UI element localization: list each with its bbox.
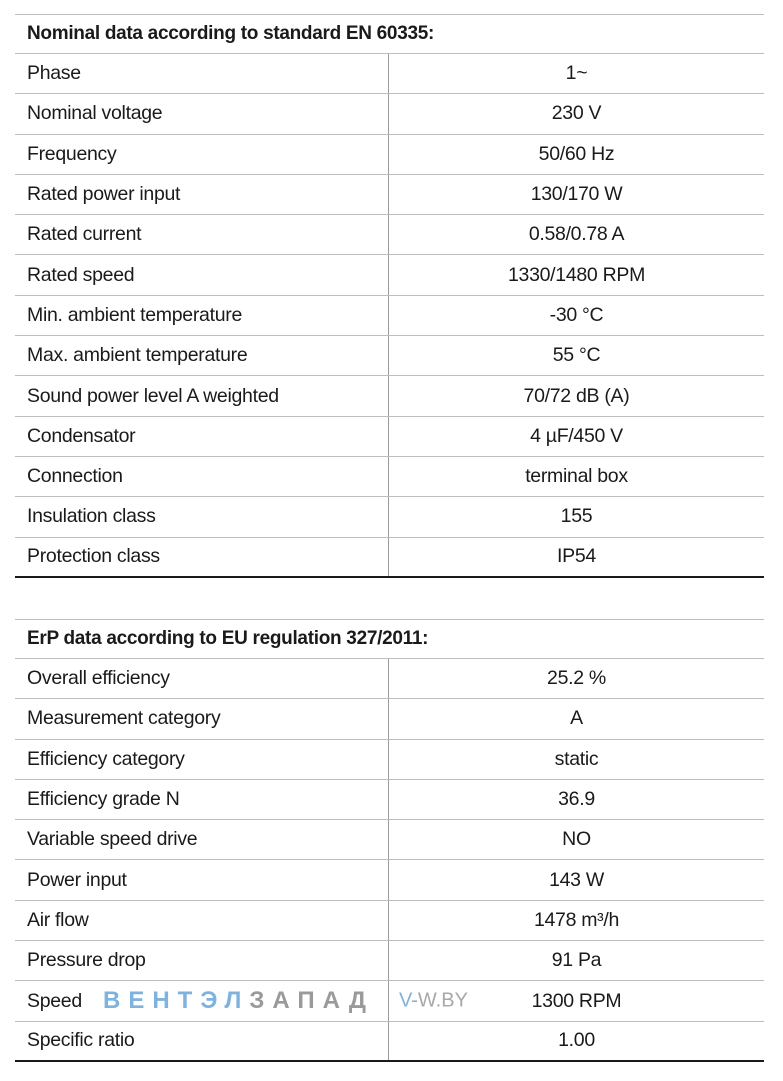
row-label: Overall efficiency	[15, 659, 389, 699]
row-label: Variable speed drive	[15, 820, 389, 860]
nominal-data-title: Nominal data according to standard EN 60…	[15, 14, 764, 54]
row-label: Insulation class	[15, 497, 389, 537]
row-value-cell: V-W.BY 1300 RPM	[389, 981, 764, 1020]
table-row: Air flow 1478 m³/h	[15, 900, 764, 942]
row-label: Nominal voltage	[15, 94, 389, 134]
row-value: 1~	[565, 62, 588, 85]
watermark-brand-part1: ВЕНТЭЛ	[103, 987, 250, 1015]
watermark-brand-part2: ЗАПАД	[249, 987, 374, 1015]
row-value: 1478 m³/h	[533, 908, 620, 931]
row-value: 36.9	[558, 788, 595, 811]
row-label: Rated speed	[15, 255, 389, 295]
row-label: Speed	[27, 989, 82, 1012]
row-label: Frequency	[15, 134, 389, 174]
row-value: 130/170 W	[530, 183, 623, 206]
row-value: 0.58/0.78 A	[528, 223, 625, 246]
table-row: Speed ВЕНТЭЛЗАПАД V-W.BY 1300 RPM	[15, 981, 764, 1022]
row-value: A	[570, 707, 583, 730]
row-value: NO	[562, 828, 591, 851]
row-label: Protection class	[15, 537, 389, 576]
table-row: Pressure drop 91 Pa	[15, 941, 764, 982]
row-value: 50/60 Hz	[538, 142, 615, 165]
table-row: Min. ambient temperature -30 °C	[15, 295, 764, 337]
row-label: Condensator	[15, 416, 389, 456]
row-label: Phase	[15, 54, 389, 94]
row-label: Max. ambient temperature	[15, 336, 389, 376]
row-value: 143 W	[549, 868, 604, 891]
table-row: Efficiency grade N 36.9	[15, 779, 764, 821]
watermark-site: V-W.BY	[399, 990, 468, 1013]
table-row: Overall efficiency 25.2 %	[15, 659, 764, 700]
table-row: Rated power input 130/170 W	[15, 174, 764, 216]
erp-data-table: ErP data according to EU regulation 327/…	[15, 619, 764, 1062]
table-row: Insulation class 155	[15, 497, 764, 538]
table-row: Efficiency category static	[15, 739, 764, 780]
table-row: Nominal voltage 230 V	[15, 94, 764, 135]
row-label: Min. ambient temperature	[15, 295, 389, 336]
row-value: 25.2 %	[547, 667, 606, 690]
row-value: 230 V	[551, 102, 602, 125]
table-row: Phase 1~	[15, 54, 764, 95]
watermark-brand: ВЕНТЭЛЗАПАД	[103, 987, 374, 1015]
row-label: Measurement category	[15, 699, 389, 739]
row-value: static	[554, 747, 599, 770]
row-label: Efficiency category	[15, 739, 389, 779]
row-value: 1.00	[558, 1029, 595, 1052]
row-label: Connection	[15, 456, 389, 497]
row-label: Sound power level A weighted	[15, 376, 389, 416]
row-label-cell: Speed ВЕНТЭЛЗАПАД	[15, 981, 389, 1021]
row-value: 55 °C	[552, 344, 601, 367]
row-value: 70/72 dB (A)	[523, 384, 630, 407]
row-label: Efficiency grade N	[15, 779, 389, 820]
row-value: -30 °C	[549, 303, 604, 326]
table-row: Connection terminal box	[15, 456, 764, 498]
table-row: Frequency 50/60 Hz	[15, 134, 764, 175]
erp-data-title: ErP data according to EU regulation 327/…	[15, 619, 764, 659]
watermark-site-rest: -W.BY	[411, 989, 468, 1012]
row-value: 1300 RPM	[531, 989, 622, 1012]
table-row: Protection class IP54	[15, 537, 764, 578]
table-row: Power input 143 W	[15, 860, 764, 901]
row-value: terminal box	[525, 465, 628, 488]
table-row: Measurement category A	[15, 699, 764, 740]
watermark-site-v: V	[399, 989, 412, 1012]
row-label: Specific ratio	[15, 1021, 389, 1060]
table-row: Sound power level A weighted 70/72 dB (A)	[15, 376, 764, 417]
row-label: Rated current	[15, 215, 389, 255]
row-label: Air flow	[15, 900, 389, 941]
row-value: IP54	[557, 545, 596, 568]
row-value: 91 Pa	[551, 949, 602, 972]
row-value: 1330/1480 RPM	[507, 263, 646, 286]
row-label: Power input	[15, 860, 389, 900]
row-value: 155	[560, 505, 593, 528]
row-label: Rated power input	[15, 174, 389, 215]
table-row: Variable speed drive NO	[15, 820, 764, 861]
row-value: 4 µF/450 V	[530, 424, 623, 447]
table-row: Max. ambient temperature 55 °C	[15, 336, 764, 377]
table-row: Condensator 4 µF/450 V	[15, 416, 764, 457]
row-label: Pressure drop	[15, 941, 389, 981]
table-row: Rated speed 1330/1480 RPM	[15, 255, 764, 296]
table-row: Specific ratio 1.00	[15, 1021, 764, 1062]
nominal-data-table: Nominal data according to standard EN 60…	[15, 14, 764, 578]
table-row: Rated current 0.58/0.78 A	[15, 215, 764, 256]
